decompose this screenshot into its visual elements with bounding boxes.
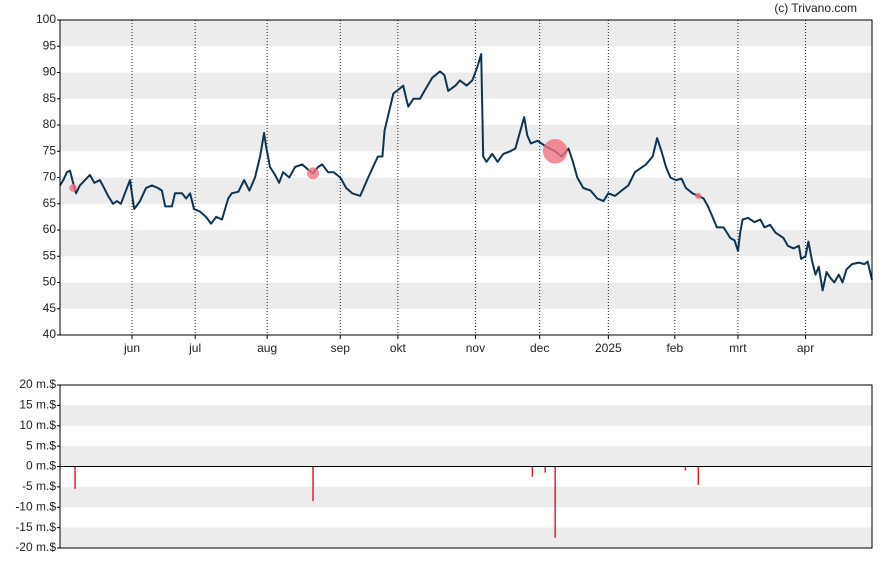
y-tick-label: 40 (43, 327, 57, 341)
trade-marker (307, 167, 319, 180)
y-tick-label: 50 (43, 275, 57, 289)
x-tick-label: nov (466, 341, 485, 355)
grid-band (60, 486, 872, 508)
x-tick-label: aug (257, 341, 277, 355)
grid-band (60, 527, 872, 548)
price-line (59, 53, 873, 292)
trade-marker (69, 184, 77, 192)
y-tick-label: 75 (43, 143, 57, 157)
grid-band (60, 125, 872, 152)
y-tick-label: 20 m.$ (19, 377, 56, 391)
y-tick-label: -5 m.$ (22, 479, 56, 493)
x-tick-label: jul (188, 341, 201, 355)
grid-band (60, 405, 872, 426)
bar (684, 466, 687, 471)
plot-frame (59, 384, 873, 549)
y-tick-label: 90 (43, 65, 57, 79)
y-tick-label: 80 (43, 117, 57, 131)
y-tick-label: 70 (43, 170, 57, 184)
bar (74, 466, 76, 489)
y-tick-label: 65 (43, 196, 57, 210)
x-tick-label: 2025 (595, 341, 622, 355)
y-tick-label: 15 m.$ (19, 398, 56, 412)
y-tick-label: 0 m.$ (26, 459, 56, 473)
y-tick-label: 95 (43, 38, 57, 52)
y-tick-label: -15 m.$ (15, 520, 56, 534)
trade-marker (695, 192, 702, 200)
grid-band (60, 230, 872, 257)
y-tick-label: 45 (43, 301, 57, 315)
bar (544, 466, 546, 473)
grid-band (60, 20, 872, 47)
y-tick-label: -20 m.$ (15, 540, 56, 554)
bar (697, 466, 700, 485)
plot-frame (59, 19, 873, 336)
x-tick-label: jun (123, 341, 140, 355)
y-tick-label: 55 (43, 248, 57, 262)
bar (531, 466, 534, 477)
y-tick-label: 100 (36, 12, 56, 26)
grid-band (60, 282, 872, 309)
grid-band (60, 446, 872, 467)
x-tick-label: feb (666, 341, 683, 355)
bar (554, 466, 556, 538)
trade-marker (542, 139, 568, 164)
grid-band (60, 177, 872, 204)
x-tick-label: apr (797, 341, 814, 355)
x-tick-label: okt (390, 341, 407, 355)
y-tick-label: -10 m.$ (15, 499, 56, 513)
y-tick-label: 85 (43, 91, 57, 105)
y-tick-label: 60 (43, 222, 57, 236)
x-tick-label: sep (331, 341, 351, 355)
source: (c) Trivano.com (774, 1, 857, 15)
y-tick-label: 10 m.$ (19, 418, 56, 432)
bar (312, 466, 314, 502)
y-tick-label: 5 m.$ (26, 438, 56, 452)
x-tick-label: dec (530, 341, 549, 355)
x-tick-label: mrt (729, 341, 747, 355)
